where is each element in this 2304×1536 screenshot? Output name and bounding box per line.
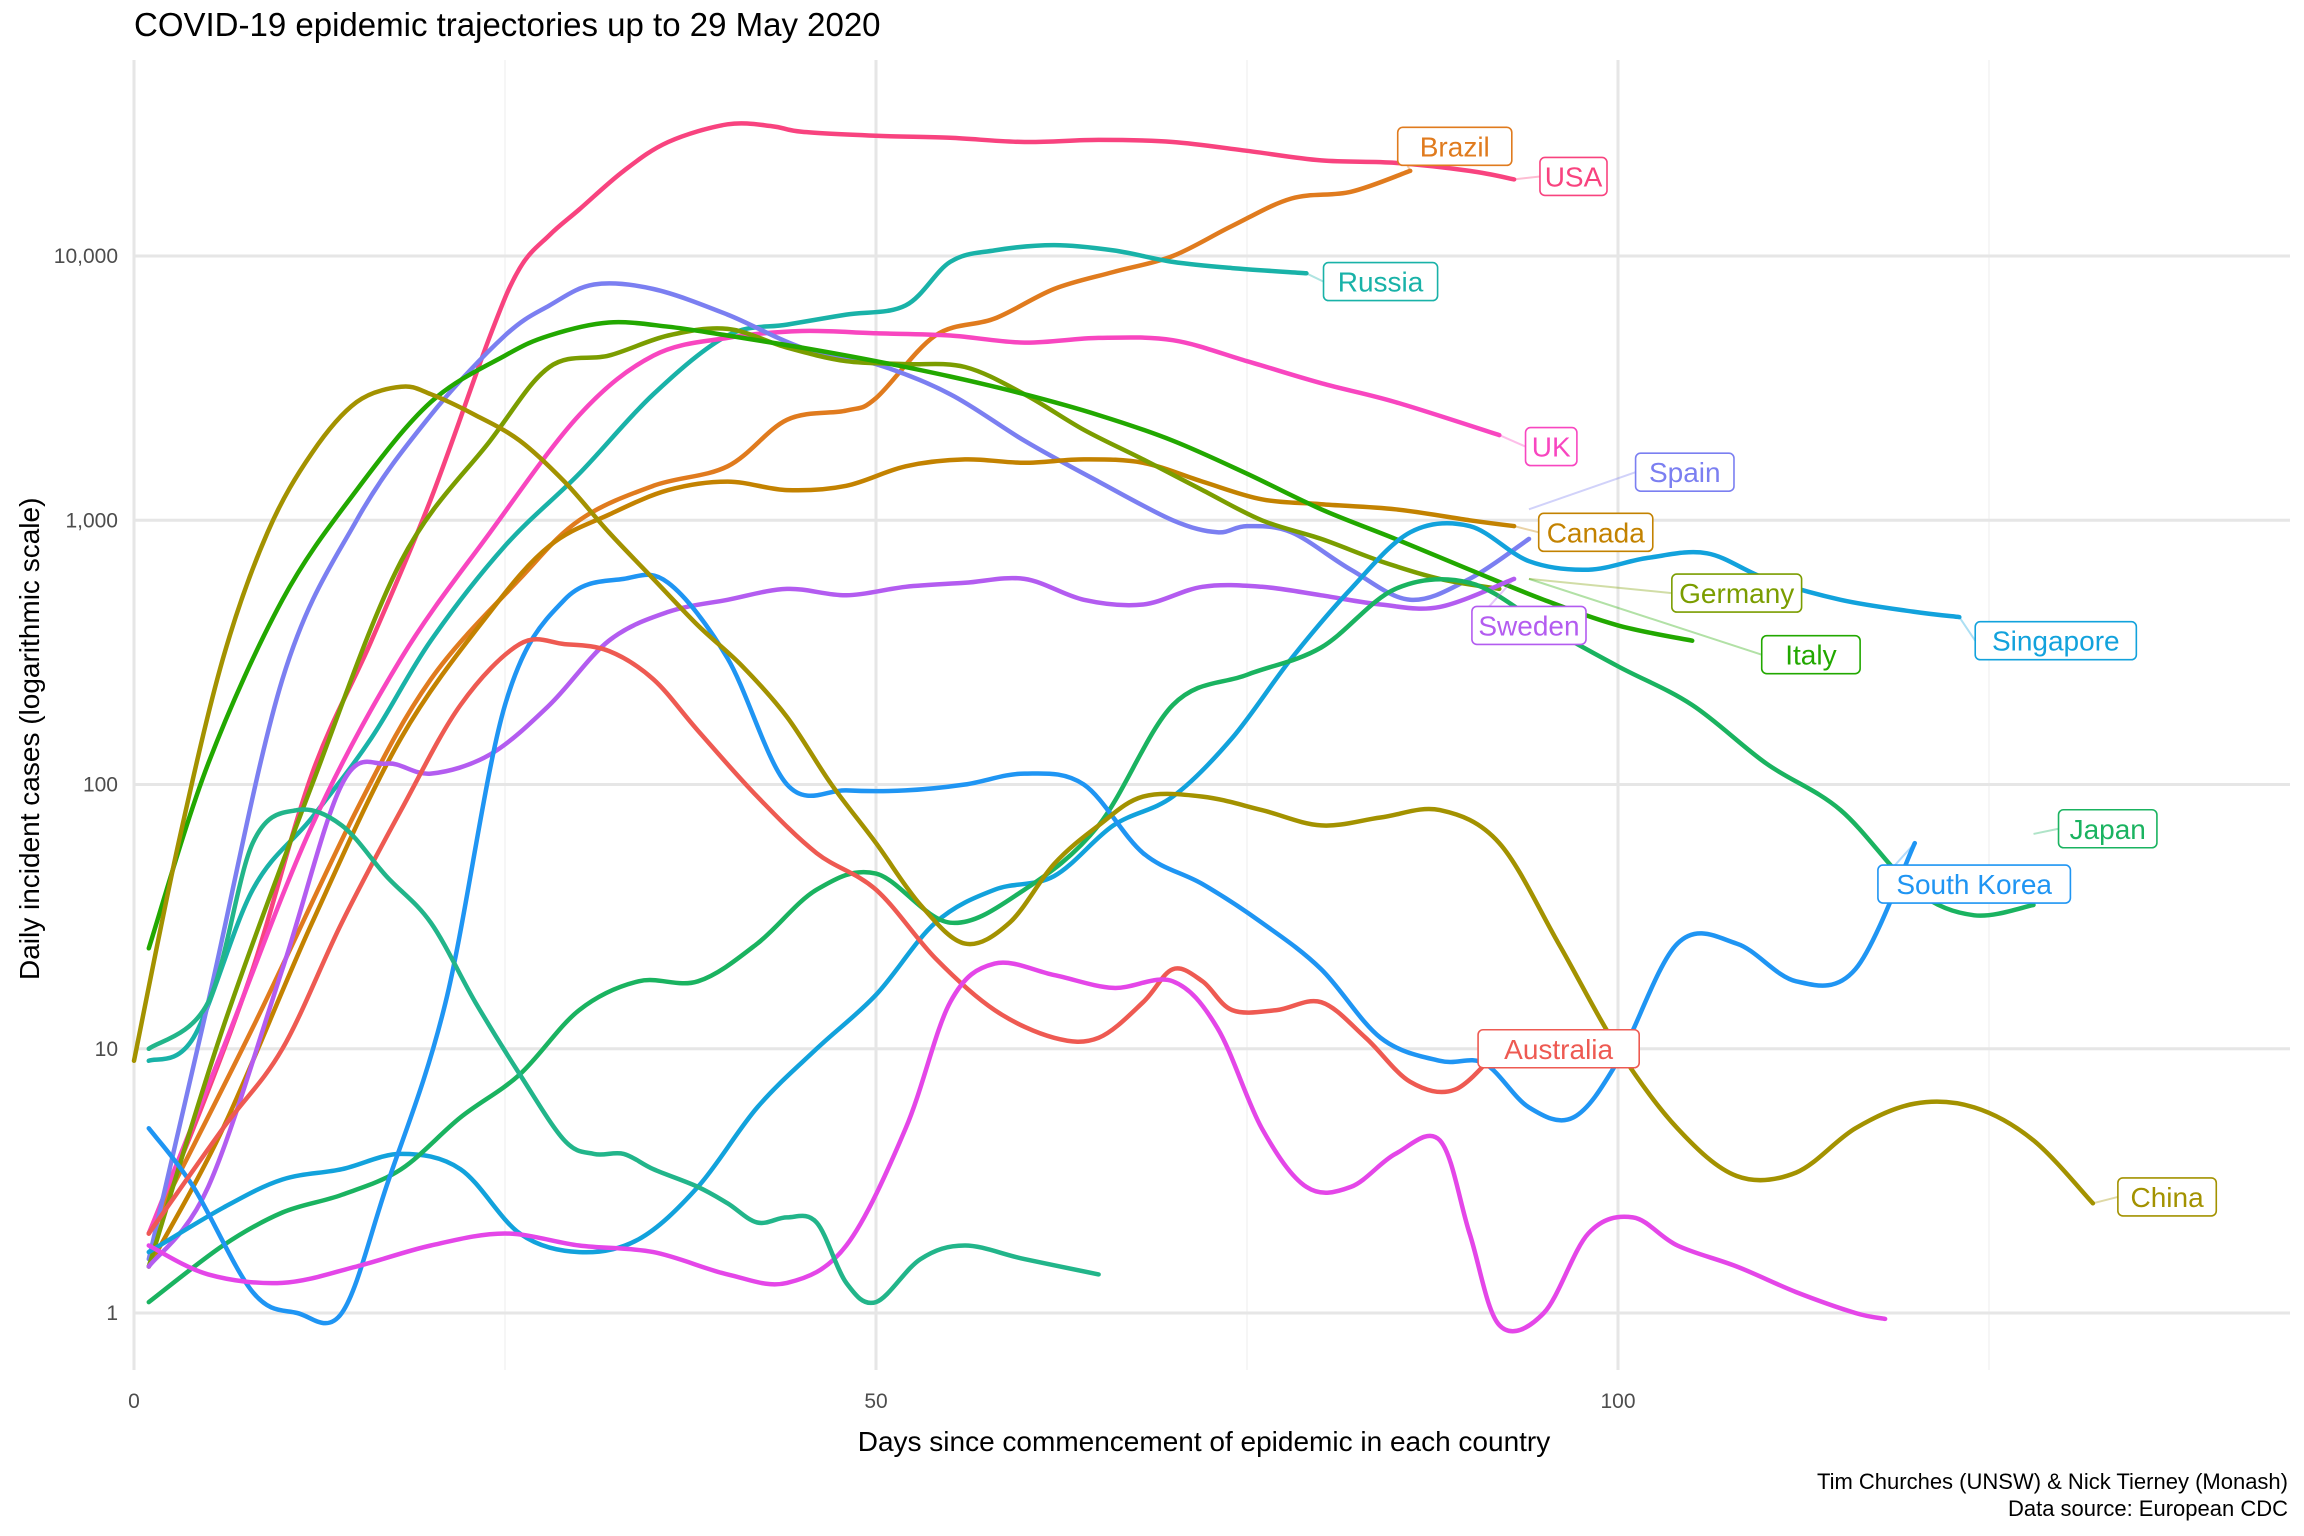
label-text-japan: Japan [2070,814,2146,845]
label-box-china [2117,1177,2218,1217]
label-spain: Spain [1528,452,1735,511]
label-singapore: Singapore [1958,616,2138,661]
caption-source: Data source: European CDC [2007,1496,2288,1521]
label-italy: Italy [1528,577,1861,675]
series-line-uk [146,328,1502,1236]
label-leader-germany [1528,577,1672,595]
x-tick-label: 100 [1600,1390,1635,1413]
label-china: China [2092,1177,2218,1217]
label-uk: UK [1498,426,1578,467]
label-south-korea: South Korea [1877,842,2072,904]
label-box-usa [1539,156,1608,197]
series-line-canada [146,457,1517,1269]
label-text-china: China [2130,1182,2204,1213]
label-text-germany: Germany [1679,578,1794,609]
label-box-brazil [1396,126,1513,167]
label-leader-canada [1513,525,1539,534]
series-line-sweden [146,575,1517,1269]
x-tick-label: 0 [128,1390,140,1413]
x-tick-label: 50 [864,1390,887,1413]
label-japan: Japan [2033,808,2158,849]
y-axis-label: Daily incident cases (logarithmic scale) [14,497,45,980]
series-line-singapore [146,520,1962,1255]
label-leader-russia [1305,272,1324,283]
label-box-italy [1760,634,1861,675]
label-brazil: Brazil [1396,126,1513,172]
label-leader-uk [1498,434,1526,448]
series-line-south-korea [146,572,1918,1326]
label-sweden: Sweden [1471,578,1587,646]
label-leader-china [2092,1195,2119,1205]
caption: Tim Churches (UNSW) & Nick Tierney (Mona… [1817,1468,2288,1522]
grid-lines [132,60,2290,1370]
label-text-sweden: Sweden [1478,610,1579,641]
y-tick-label: 10,000 [54,245,118,268]
series-lines [131,121,2096,1334]
caption-authors: Tim Churches (UNSW) & Nick Tierney (Mona… [1816,1469,2288,1494]
label-leader-usa [1514,175,1541,181]
y-tick-label: 1,000 [65,509,118,532]
series-line-unlabeled-magenta [146,960,1888,1334]
series-line-australia [146,637,1502,1236]
label-box-sweden [1471,605,1587,646]
label-box-uk [1524,426,1578,467]
label-text-singapore: Singapore [1992,626,2120,657]
label-box-germany [1671,573,1803,613]
series-line-spain [146,281,1532,1262]
label-text-south-korea: South Korea [1896,869,2052,900]
label-box-south-korea [1877,864,2072,904]
axis-ticks: 0 50 100 1 10 100 1,000 10,000 [54,245,1636,1413]
label-box-singapore [1974,620,2138,661]
label-leader-singapore [1958,616,1977,642]
label-leader-spain [1528,471,1636,511]
label-box-russia [1322,261,1439,302]
label-text-brazil: Brazil [1420,131,1490,162]
label-box-australia [1477,1028,1640,1069]
label-russia: Russia [1305,261,1439,302]
chart-title: COVID-19 epidemic trajectories up to 29 … [134,6,881,43]
label-box-canada [1537,512,1654,553]
series-line-unlabeled-teal [146,807,1101,1306]
label-germany: Germany [1528,573,1803,613]
series-line-germany [146,326,1502,1269]
series-line-china [131,384,2096,1206]
label-leader-italy [1528,577,1763,656]
label-text-russia: Russia [1338,267,1424,298]
label-text-australia: Australia [1504,1034,1613,1065]
y-tick-label: 100 [83,774,118,797]
label-australia: Australia [1477,1028,1640,1069]
label-box-japan [2057,808,2158,849]
x-axis-label: Days since commencement of epidemic in e… [857,1426,1551,1457]
label-leader-japan [2033,827,2059,835]
label-canada: Canada [1513,512,1654,553]
series-line-usa [146,121,1517,1236]
label-text-usa: USA [1545,161,1603,192]
series-line-brazil [146,168,1413,1236]
label-box-spain [1634,452,1735,492]
label-text-uk: UK [1532,432,1571,463]
y-tick-label: 10 [95,1038,118,1061]
series-line-italy [146,319,1695,951]
label-text-canada: Canada [1547,517,1646,548]
label-text-spain: Spain [1649,457,1721,488]
series-line-russia [146,242,1309,1064]
label-usa: USA [1514,156,1608,197]
y-tick-label: 1 [106,1302,118,1325]
label-text-italy: Italy [1785,640,1836,671]
